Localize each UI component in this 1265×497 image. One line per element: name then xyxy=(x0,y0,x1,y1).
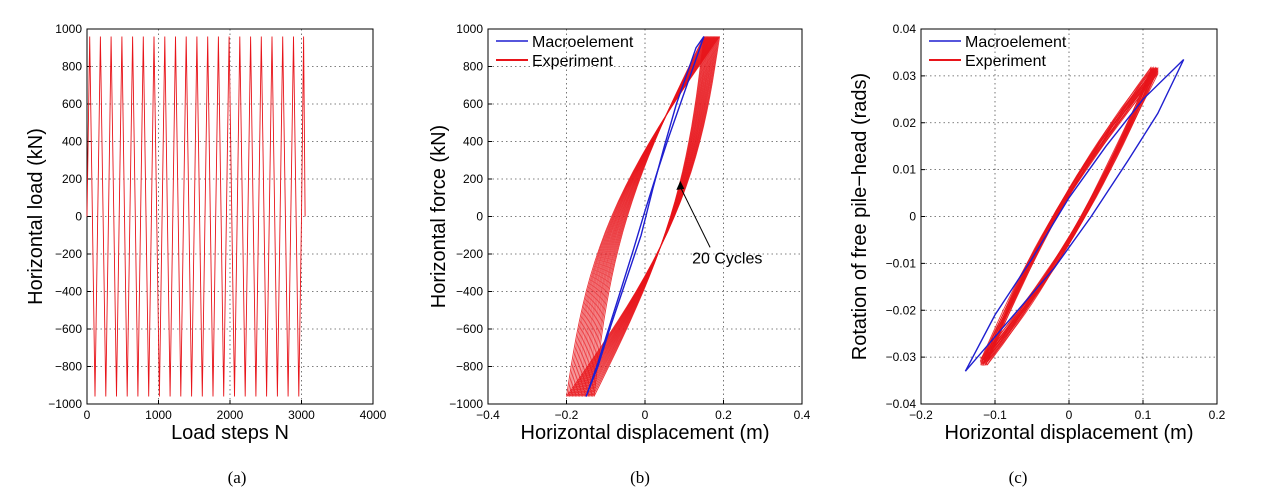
y-tick-label: 0 xyxy=(909,210,916,224)
y-tick-label: 600 xyxy=(62,97,82,111)
y-tick-label: −200 xyxy=(55,247,82,261)
y-tick-label: 400 xyxy=(463,135,483,149)
y-tick-label: 0 xyxy=(75,210,82,224)
x-axis-label: Horizontal displacement (m) xyxy=(521,422,770,444)
x-tick-label: 4000 xyxy=(360,408,387,422)
y-tick-label: −800 xyxy=(55,360,82,374)
load-cycle xyxy=(161,36,174,397)
x-tick-label: 0.4 xyxy=(794,408,811,422)
x-tick-label: 1000 xyxy=(145,408,172,422)
x-tick-label: 0 xyxy=(1066,408,1073,422)
load-cycle xyxy=(268,36,281,397)
experiment-cycle xyxy=(980,67,1158,364)
panel-caption: (c) xyxy=(1009,468,1028,487)
load-cycle xyxy=(172,36,184,397)
y-tick-label: −0.01 xyxy=(886,256,917,270)
x-tick-label: 2000 xyxy=(217,408,244,422)
load-cycle xyxy=(193,36,206,397)
annotation-label: 20 Cycles xyxy=(692,250,762,267)
x-tick-label: 0.2 xyxy=(715,408,732,422)
x-tick-label: −0.1 xyxy=(983,408,1007,422)
load-cycle xyxy=(183,36,195,397)
load-cycle xyxy=(247,36,260,397)
panel-b: (b) −0.4 −0.2 0 0.2 0.4 −1000 −800 −600 −400 −200… xyxy=(428,22,811,487)
macroelement-curve xyxy=(964,58,1185,372)
load-cycle xyxy=(129,36,142,397)
panel-caption: (b) xyxy=(630,468,650,487)
plot-frame xyxy=(920,28,1218,405)
y-tick-label: −400 xyxy=(55,285,82,299)
legend-entry: Macroelement xyxy=(965,34,1067,51)
load-cycle xyxy=(140,36,152,397)
x-tick-label: −0.4 xyxy=(476,408,500,422)
load-cycle xyxy=(204,36,217,397)
load-cycle xyxy=(118,36,131,397)
x-axis-label: Load steps N xyxy=(171,422,289,444)
load-cycle xyxy=(225,36,238,397)
y-tick-label: 0.03 xyxy=(893,69,917,83)
x-tick-label: 0.2 xyxy=(1209,408,1226,422)
x-tick-label: −0.2 xyxy=(909,408,933,422)
y-tick-label: −1000 xyxy=(48,397,82,411)
panel-a: (a) 0 1000 2000 3000 4000−1000−800−600−400−2… xyxy=(25,22,387,487)
y-tick-label: 0.01 xyxy=(893,163,917,177)
y-tick-label: 0 xyxy=(476,210,483,224)
macroelement-curve xyxy=(585,36,705,397)
load-cycle xyxy=(301,36,306,217)
y-tick-label: −1000 xyxy=(449,397,483,411)
load-cycle xyxy=(108,36,120,397)
load-cycle xyxy=(215,36,227,397)
legend-entry: Macroelement xyxy=(532,34,634,51)
y-tick-label: 800 xyxy=(463,60,483,74)
y-axis-label: Horizontal force (kN) xyxy=(428,125,450,308)
x-tick-label: −0.2 xyxy=(555,408,579,422)
y-tick-label: −0.03 xyxy=(886,350,917,364)
y-tick-label: 1000 xyxy=(55,22,82,36)
y-tick-label: 0.02 xyxy=(893,116,917,130)
y-tick-label: 200 xyxy=(62,172,82,186)
load-cycle xyxy=(150,36,163,397)
y-tick-label: −400 xyxy=(456,285,483,299)
load-cycle xyxy=(236,36,249,397)
load-cycle xyxy=(86,36,99,397)
load-cycle xyxy=(97,36,109,397)
panel-caption: (a) xyxy=(228,468,247,487)
plot-frame xyxy=(487,28,803,405)
legend-entry: Experiment xyxy=(532,53,613,70)
y-axis-label: Rotation of free pile−head (rads) xyxy=(849,73,871,360)
experiment-cycle xyxy=(982,66,1156,364)
y-tick-label: 800 xyxy=(62,60,82,74)
y-tick-label: −600 xyxy=(456,322,483,336)
x-tick-label: 0 xyxy=(84,408,91,422)
load-cycle xyxy=(258,36,270,397)
annotation-arrowhead xyxy=(676,180,685,190)
panel-c: (c) −0.2 −0.1 0 0.1 0.2 −0.04 −0.03 −0.02 −0.01 0… xyxy=(849,22,1226,487)
x-tick-label: 3000 xyxy=(288,408,315,422)
y-tick-label: −800 xyxy=(456,360,483,374)
y-tick-label: 1000 xyxy=(456,22,483,36)
y-tick-label: −0.02 xyxy=(886,303,917,317)
macroelement-curve xyxy=(585,36,705,397)
y-tick-label: 0.04 xyxy=(893,22,917,36)
x-tick-label: 0 xyxy=(642,408,649,422)
experiment-cycle xyxy=(566,36,721,397)
y-tick-label: 600 xyxy=(463,97,483,111)
annotation-arrow xyxy=(679,186,711,248)
y-tick-label: 200 xyxy=(463,172,483,186)
y-tick-label: −0.04 xyxy=(886,397,917,411)
load-cycle xyxy=(290,36,302,397)
y-tick-label: 400 xyxy=(62,135,82,149)
legend-entry: Experiment xyxy=(965,53,1046,70)
y-axis-label: Horizontal load (kN) xyxy=(25,128,47,305)
x-axis-label: Horizontal displacement (m) xyxy=(945,422,1194,444)
load-cycle xyxy=(279,36,292,397)
y-tick-label: −600 xyxy=(55,322,82,336)
x-tick-label: 0.1 xyxy=(1135,408,1152,422)
macroelement-curve xyxy=(964,59,1185,372)
y-tick-label: −200 xyxy=(456,247,483,261)
